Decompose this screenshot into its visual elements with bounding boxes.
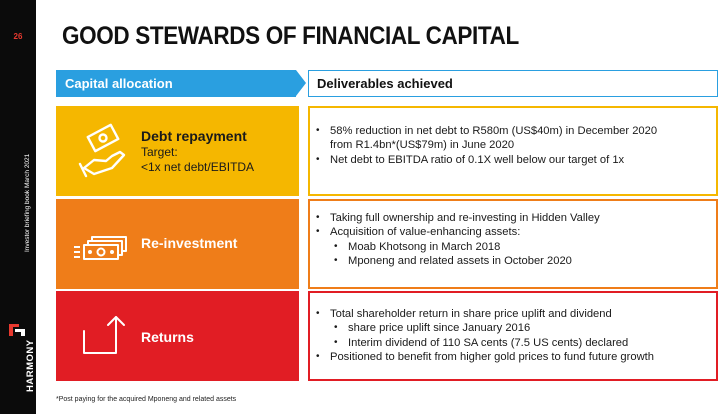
brand-wordmark: HARMONY [25,339,36,392]
harmony-logo: HARMONY [7,322,36,392]
reinvestment-deliverables: • Taking full ownership and re-investing … [308,199,718,289]
deliverables-header: Deliverables achieved [308,70,718,97]
left-sidebar: 26 Investor briefing book March 2021 HAR… [0,0,36,414]
list-item: • share price uplift since January 2016 [334,322,531,335]
list-item: • Interim dividend of 110 SA cents (7.5 U… [334,336,629,349]
debt-target-label: Target: [141,145,178,159]
returns-title: Returns [141,329,194,345]
sidebar-caption: Investor briefing book March 2021 [24,153,31,252]
page-number: 26 [13,32,23,41]
cash-stack-icon [72,211,134,277]
list-item: • Acquisition of value-enhancing assets: [316,226,521,239]
list-item: • 58% reduction in net debt to R580m (US$… [316,125,658,137]
hand-money-icon [72,118,134,184]
reinvestment-block: Re-investment [56,199,299,289]
list-item: • Mponeng and related assets in October 2… [334,254,572,267]
list-item: • Positioned to benefit from higher gold … [316,350,655,363]
capital-allocation-label: Capital allocation [65,76,173,91]
list-item: • Taking full ownership and re-investing … [316,212,600,224]
page-title: GOOD STEWARDS OF FINANCIAL CAPITAL [62,22,519,50]
debt-target-value: <1x net debt/EBITDA [141,160,255,174]
debt-repayment-deliverables: • 58% reduction in net debt to R580m (US$… [308,106,718,196]
list-item: from R1.4bn*(US$79m) in June 2020 [330,139,515,152]
reinvestment-title: Re-investment [141,235,238,251]
footnote: *Post paying for the acquired Mponeng an… [56,396,237,403]
capital-allocation-header: Capital allocation [56,70,306,97]
harmony-logo-mark-icon [9,324,25,336]
list-item: • Total shareholder return in share price… [316,308,612,320]
deliverables-label: Deliverables achieved [317,76,453,91]
debt-repayment-block: Debt repayment Target: <1x net debt/EBIT… [56,106,299,196]
returns-deliverables: • Total shareholder return in share price… [308,291,718,381]
returns-block: Returns [56,291,299,381]
growth-arrow-icon [72,303,134,369]
debt-repayment-title: Debt repayment [141,128,247,144]
list-item: • Moab Khotsong in March 2018 [334,240,501,253]
list-item: • Net debt to EBITDA ratio of 0.1X well b… [316,153,625,166]
